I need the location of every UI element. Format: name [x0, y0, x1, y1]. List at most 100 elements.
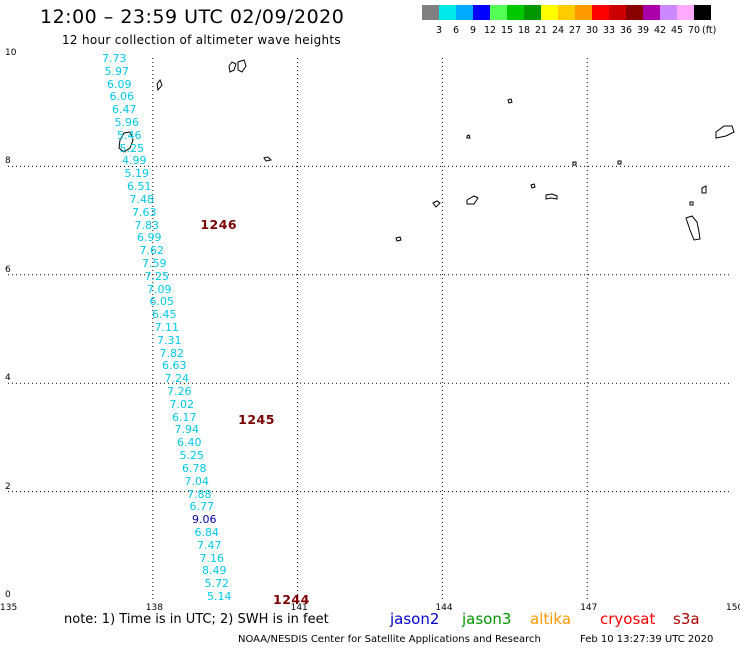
island-outline [466, 134, 471, 139]
island-outline [685, 215, 701, 241]
colorbar-swatch [507, 5, 524, 20]
swh-value: 8.49 [202, 564, 227, 578]
swh-value: 5.72 [204, 577, 230, 591]
swh-value: 7.48 [129, 192, 155, 206]
map-subtitle: 12 hour collection of altimeter wave hei… [62, 33, 341, 47]
island-outline [545, 193, 558, 200]
swh-value: 6.99 [137, 231, 162, 245]
island-outlines [118, 59, 735, 242]
colorbar-swatch [490, 5, 507, 20]
swh-value: 7.59 [142, 256, 167, 270]
island-outline [689, 201, 694, 206]
swh-value: 6.06 [109, 90, 135, 104]
swh-value: 7.88 [187, 487, 212, 501]
track-time-label: 1244 [273, 592, 310, 607]
colorbar-swatch [422, 5, 439, 20]
latitude-tick-label: 4 [5, 373, 11, 384]
swh-value: 6.09 [107, 77, 132, 91]
swh-value: 6.63 [162, 359, 187, 373]
colorbar-label: 15 [501, 25, 514, 36]
colorbar-swatch [541, 5, 558, 20]
colorbar-label: 21 [535, 25, 548, 36]
credit-line: NOAA/NESDIS Center for Satellite Applica… [238, 634, 541, 645]
colorbar-label: 70 [688, 25, 701, 36]
swh-value: 7.02 [169, 397, 195, 411]
colorbar-label: 3 [436, 25, 443, 36]
swh-value: 7.31 [157, 333, 182, 347]
longitude-tick-label: 138 [145, 603, 163, 613]
swh-value: 5.97 [104, 64, 130, 78]
satellite-legend-jason3: jason3 [462, 610, 512, 628]
swh-value: 7.83 [134, 218, 160, 232]
island-outline [530, 183, 536, 189]
track-time-label: 1246 [200, 216, 238, 232]
island-outline [507, 98, 513, 104]
colorbar-swatch [439, 5, 456, 20]
swh-value: 6.40 [177, 436, 202, 450]
island-outline [395, 236, 402, 242]
colorbar-swatch [694, 5, 711, 20]
island-outline [572, 161, 577, 166]
island-outline [118, 131, 134, 153]
latitude-tick-label: 10 [5, 48, 17, 58]
swh-value: 7.82 [159, 346, 185, 360]
swh-value: 6.47 [112, 103, 137, 117]
lat-lon-grid [8, 58, 732, 600]
island-outline [432, 200, 441, 208]
longitude-tick-label: 141 [290, 603, 308, 613]
satellite-legend-cryosat: cryosat [600, 610, 656, 628]
colorbar-label: 9 [470, 25, 477, 36]
swh-value: 7.25 [144, 269, 170, 283]
colorbar-swatch [609, 5, 626, 20]
island-outline [237, 59, 247, 73]
swh-value: 6.45 [152, 308, 177, 322]
colorbar-swatch [575, 5, 592, 20]
creation-timestamp: Feb 10 13:27:39 UTC 2020 [580, 634, 714, 645]
colorbar-swatch [473, 5, 490, 20]
swh-value: 7.11 [154, 321, 180, 334]
swh-value: 6.77 [189, 500, 215, 514]
satellite-legend-jason2: jason2 [390, 610, 440, 628]
longitude-tick-label: 150 [726, 603, 740, 613]
island-outline [617, 160, 622, 165]
colorbar-label: 24 [552, 25, 565, 36]
latitude-tick-label: 2 [5, 481, 11, 492]
colorbar-swatch [524, 5, 541, 20]
swh-value: 9.06 [192, 513, 217, 527]
swh-value: 6.51 [127, 180, 152, 194]
swh-value: 6.17 [172, 410, 197, 424]
swh-value: 5.19 [124, 167, 150, 181]
swh-value: 5.96 [114, 116, 140, 130]
colorbar-swatch [660, 5, 677, 20]
swh-value: 5.25 [119, 141, 145, 155]
swh-value: 5.25 [179, 449, 205, 463]
latitude-tick-label: 6 [5, 264, 11, 275]
latitude-tick-label: 0 [5, 590, 11, 600]
colorbar-label: 6 [453, 25, 460, 36]
satellite-legend-s3a: s3a [673, 610, 700, 628]
swh-value: 6.84 [194, 525, 220, 539]
swh-value: 7.09 [147, 282, 172, 296]
swh-value: 5.14 [207, 590, 232, 603]
swh-value: 7.62 [139, 244, 165, 258]
longitude-tick-label: 144 [435, 603, 453, 613]
colorbar-label: 45 [671, 25, 684, 36]
colorbar-swatch [626, 5, 643, 20]
island-outline [156, 78, 163, 92]
swh-value: 7.73 [102, 52, 127, 65]
swh-value: 7.94 [174, 423, 200, 437]
island-outline [263, 156, 273, 162]
swh-value: 7.26 [167, 385, 192, 399]
track-time-label: 1245 [238, 412, 275, 428]
colorbar-unit: (ft) [702, 25, 717, 36]
colorbar-swatch [558, 5, 575, 20]
colorbar-label: 42 [654, 25, 667, 36]
footnote: note: 1) Time is in UTC; 2) SWH is in fe… [64, 612, 329, 627]
island-outline [228, 61, 237, 73]
island-outline [701, 185, 707, 194]
island-outline [466, 195, 479, 205]
colorbar-label: 33 [603, 25, 616, 36]
latitude-tick-label: 8 [5, 156, 11, 167]
